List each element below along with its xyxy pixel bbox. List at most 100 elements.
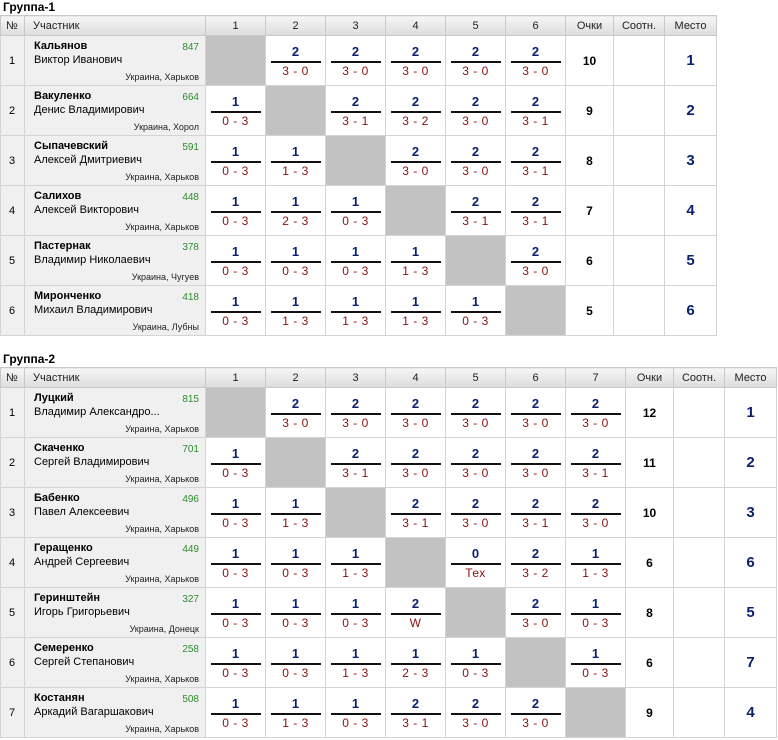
player-surname[interactable]: Геринштейн — [34, 592, 100, 604]
match-result-cell[interactable]: 1 0 - 3 — [445, 285, 506, 336]
player-cell[interactable]: Вакуленко 664 Денис Владимирович Украина, Х… — [24, 85, 206, 136]
match-result-cell[interactable]: 2 3 - 1 — [505, 85, 566, 136]
match-result-cell[interactable]: 2 3 - 0 — [325, 387, 386, 438]
match-result-cell[interactable]: 2 3 - 0 — [565, 387, 626, 438]
match-result-cell[interactable]: 2 3 - 0 — [265, 35, 326, 86]
match-result-cell[interactable]: 1 0 - 3 — [445, 637, 506, 688]
match-result-cell[interactable]: 1 0 - 3 — [205, 185, 266, 236]
header-place[interactable]: Место — [724, 367, 777, 388]
match-result-cell[interactable]: 1 1 - 3 — [565, 537, 626, 588]
match-result-cell[interactable]: 1 0 - 3 — [205, 637, 266, 688]
player-cell[interactable]: Геринштейн 327 Игорь Григорьевич Украина, Д… — [24, 587, 206, 638]
match-result-cell[interactable]: 2 3 - 1 — [325, 437, 386, 488]
player-cell[interactable]: Сыпачевский 591 Алексей Дмитриевич Украина,… — [24, 135, 206, 186]
match-result-cell[interactable]: 2 3 - 0 — [505, 387, 566, 438]
player-cell[interactable]: Миронченко 418 Михаил Владимирович Украина,… — [24, 285, 206, 336]
header-participant[interactable]: Участник — [24, 367, 206, 388]
player-surname[interactable]: Костанян — [34, 692, 85, 704]
header-opponent-col[interactable]: 5 — [445, 15, 506, 36]
match-result-cell[interactable]: 1 0 - 3 — [205, 135, 266, 186]
match-result-cell[interactable]: 2 3 - 0 — [445, 437, 506, 488]
match-result-cell[interactable]: 2 3 - 1 — [445, 185, 506, 236]
header-points[interactable]: Очки — [565, 15, 614, 36]
match-result-cell[interactable]: 1 2 - 3 — [385, 637, 446, 688]
player-surname[interactable]: Миронченко — [34, 290, 102, 302]
match-result-cell[interactable]: 2 3 - 2 — [505, 537, 566, 588]
match-result-cell[interactable]: 1 1 - 3 — [325, 537, 386, 588]
match-result-cell[interactable]: 1 1 - 3 — [325, 285, 386, 336]
player-surname[interactable]: Скаченко — [34, 442, 85, 454]
player-cell[interactable]: Пастернак 378 Владимир Николаевич Украина, … — [24, 235, 206, 286]
player-surname[interactable]: Кальянов — [34, 40, 88, 52]
header-opponent-col[interactable]: 5 — [445, 367, 506, 388]
player-surname[interactable]: Луцкий — [34, 392, 74, 404]
player-cell[interactable]: Костанян 508 Аркадий Вагаршакович Украина, … — [24, 687, 206, 738]
match-result-cell[interactable]: 2 3 - 1 — [505, 185, 566, 236]
match-result-cell[interactable]: 2 3 - 1 — [325, 85, 386, 136]
header-opponent-col[interactable]: 3 — [325, 15, 386, 36]
header-points[interactable]: Очки — [625, 367, 674, 388]
match-result-cell[interactable]: 2 3 - 0 — [385, 35, 446, 86]
match-result-cell[interactable]: 1 0 - 3 — [205, 285, 266, 336]
header-opponent-col[interactable]: 4 — [385, 15, 446, 36]
match-result-cell[interactable]: 2 3 - 2 — [385, 85, 446, 136]
header-opponent-col[interactable]: 4 — [385, 367, 446, 388]
header-opponent-col[interactable]: 6 — [505, 367, 566, 388]
player-surname[interactable]: Салихов — [34, 190, 82, 202]
match-result-cell[interactable]: 1 1 - 3 — [265, 487, 326, 538]
match-result-cell[interactable]: 1 0 - 3 — [265, 235, 326, 286]
match-result-cell[interactable]: 1 1 - 3 — [385, 285, 446, 336]
player-cell[interactable]: Скаченко 701 Сергей Владимирович Украина, Х… — [24, 437, 206, 488]
header-opponent-col[interactable]: 2 — [265, 15, 326, 36]
match-result-cell[interactable]: 1 1 - 3 — [265, 285, 326, 336]
match-result-cell[interactable]: 2 3 - 1 — [565, 437, 626, 488]
match-result-cell[interactable]: 1 1 - 3 — [385, 235, 446, 286]
match-result-cell[interactable]: 1 0 - 3 — [265, 537, 326, 588]
player-cell[interactable]: Кальянов 847 Виктор Иванович Украина, Харьк… — [24, 35, 206, 86]
match-result-cell[interactable]: 1 0 - 3 — [205, 85, 266, 136]
player-surname[interactable]: Пастернак — [34, 240, 91, 252]
header-ratio[interactable]: Соотн. — [613, 15, 665, 36]
match-result-cell[interactable]: 1 2 - 3 — [265, 185, 326, 236]
match-result-cell[interactable]: 2 3 - 0 — [565, 487, 626, 538]
match-result-cell[interactable]: 1 1 - 3 — [325, 637, 386, 688]
match-result-cell[interactable]: 2 3 - 0 — [385, 437, 446, 488]
match-result-cell[interactable]: 1 0 - 3 — [325, 587, 386, 638]
header-ratio[interactable]: Соотн. — [673, 367, 725, 388]
player-cell[interactable]: Салихов 448 Алексей Викторович Украина, Хар… — [24, 185, 206, 236]
match-result-cell[interactable]: 2 3 - 1 — [505, 487, 566, 538]
match-result-cell[interactable]: 1 0 - 3 — [205, 587, 266, 638]
header-participant[interactable]: Участник — [24, 15, 206, 36]
match-result-cell[interactable]: 1 0 - 3 — [325, 687, 386, 738]
match-result-cell[interactable]: 1 0 - 3 — [565, 637, 626, 688]
match-result-cell[interactable]: 2 3 - 0 — [505, 235, 566, 286]
match-result-cell[interactable]: 2 3 - 0 — [445, 85, 506, 136]
player-cell[interactable]: Геращенко 449 Андрей Сергеевич Украина, Хар… — [24, 537, 206, 588]
header-num[interactable]: № — [0, 367, 25, 388]
match-result-cell[interactable]: 2 3 - 1 — [385, 487, 446, 538]
match-result-cell[interactable]: 2 3 - 0 — [445, 35, 506, 86]
player-surname[interactable]: Семеренко — [34, 642, 94, 654]
player-cell[interactable]: Луцкий 815 Владимир Александро... Украина, … — [24, 387, 206, 438]
header-opponent-col[interactable]: 1 — [205, 367, 266, 388]
match-result-cell[interactable]: 1 1 - 3 — [265, 687, 326, 738]
match-result-cell[interactable]: 2 3 - 1 — [505, 135, 566, 186]
match-result-cell[interactable]: 2 3 - 0 — [325, 35, 386, 86]
match-result-cell[interactable]: 2 3 - 0 — [505, 437, 566, 488]
match-result-cell[interactable]: 2 3 - 0 — [445, 135, 506, 186]
match-result-cell[interactable]: 1 0 - 3 — [205, 235, 266, 286]
match-result-cell[interactable]: 2 3 - 1 — [385, 687, 446, 738]
match-result-cell[interactable]: 1 0 - 3 — [205, 537, 266, 588]
header-opponent-col[interactable]: 2 — [265, 367, 326, 388]
header-opponent-col[interactable]: 6 — [505, 15, 566, 36]
player-surname[interactable]: Бабенко — [34, 492, 80, 504]
header-opponent-col[interactable]: 1 — [205, 15, 266, 36]
match-result-cell[interactable]: 1 0 - 3 — [205, 487, 266, 538]
header-opponent-col[interactable]: 3 — [325, 367, 386, 388]
player-surname[interactable]: Сыпачевский — [34, 140, 108, 152]
header-place[interactable]: Место — [664, 15, 717, 36]
match-result-cell[interactable]: 2 3 - 0 — [265, 387, 326, 438]
match-result-cell[interactable]: 1 0 - 3 — [325, 235, 386, 286]
match-result-cell[interactable]: 1 1 - 3 — [265, 135, 326, 186]
match-result-cell[interactable]: 2 3 - 0 — [445, 487, 506, 538]
